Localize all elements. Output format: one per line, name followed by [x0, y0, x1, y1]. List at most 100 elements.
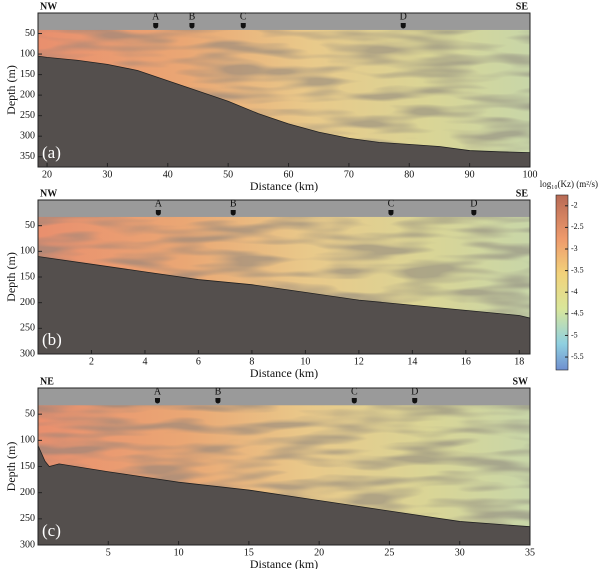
- station-marker: [351, 398, 357, 404]
- x-tick-label: 70: [344, 169, 354, 180]
- station-marker: [412, 398, 418, 404]
- station-marker: [215, 398, 221, 404]
- y-tick-label: 300: [20, 130, 35, 141]
- y-tick-label: 100: [20, 246, 35, 257]
- direction-left: NE: [40, 376, 54, 387]
- x-tick-label: 35: [525, 547, 535, 558]
- y-tick-label: 150: [20, 69, 35, 80]
- station-label: A: [152, 11, 160, 22]
- x-axis-label: Distance (km): [250, 366, 318, 380]
- x-tick-label: 40: [163, 169, 173, 180]
- y-tick-label: 200: [20, 297, 35, 308]
- x-tick-label: 18: [514, 356, 524, 367]
- y-tick-label: 200: [20, 487, 35, 498]
- seafloor-line: [38, 55, 530, 154]
- y-tick-label: 150: [20, 461, 35, 472]
- station-marker: [388, 210, 394, 216]
- x-axis-label: Distance (km): [250, 179, 318, 193]
- surface-band: [38, 388, 530, 406]
- station-marker: [240, 23, 246, 29]
- x-tick-label: 12: [354, 356, 364, 367]
- seafloor-line: [38, 256, 530, 319]
- colorbar: [555, 194, 569, 371]
- station-marker: [400, 23, 406, 29]
- colorbar-tick-label: -2.5: [571, 222, 584, 231]
- direction-left: NW: [40, 1, 57, 12]
- direction-left: NW: [40, 188, 57, 199]
- x-tick-label: 8: [249, 356, 254, 367]
- station-marker: [155, 210, 161, 216]
- x-tick-label: 80: [404, 169, 414, 180]
- y-tick-label: 300: [20, 539, 35, 550]
- x-tick-label: 20: [42, 169, 52, 180]
- section-panel: [38, 13, 530, 167]
- x-tick-label: 25: [384, 547, 394, 558]
- station-marker: [153, 23, 159, 29]
- x-tick-label: 90: [465, 169, 475, 180]
- station-marker: [471, 210, 477, 216]
- y-tick-label: 50: [25, 28, 35, 39]
- station-label: A: [155, 198, 163, 209]
- colorbar-tick-label: -5.5: [571, 352, 584, 361]
- station-label: A: [154, 386, 162, 397]
- x-tick-label: 10: [300, 356, 310, 367]
- y-tick-label: 150: [20, 271, 35, 282]
- station-label: B: [215, 386, 222, 397]
- y-tick-label: 250: [20, 110, 35, 121]
- x-tick-label: 6: [196, 356, 201, 367]
- station-marker: [154, 398, 160, 404]
- station-marker: [230, 210, 236, 216]
- x-tick-label: 16: [461, 356, 471, 367]
- frame: [37, 12, 531, 168]
- station-label: C: [351, 386, 358, 397]
- x-tick-label: 10: [174, 547, 184, 558]
- y-tick-label: 50: [25, 220, 35, 231]
- y-tick-label: 350: [20, 151, 35, 162]
- y-tick-label: 100: [20, 435, 35, 446]
- x-tick-label: 20: [314, 547, 324, 558]
- colorbar-tick-label: -2: [571, 201, 578, 210]
- y-tick-label: 250: [20, 323, 35, 334]
- x-tick-label: 14: [407, 356, 417, 367]
- station-label: C: [388, 198, 395, 209]
- direction-right: SE: [516, 1, 529, 12]
- station-label: D: [411, 386, 418, 397]
- section-panel: [38, 388, 530, 545]
- panel-label: (c): [42, 521, 61, 540]
- x-tick-label: 2: [89, 356, 94, 367]
- x-tick-label: 4: [142, 356, 147, 367]
- x-tick-label: 30: [455, 547, 465, 558]
- direction-right: SW: [512, 376, 528, 387]
- station-label: B: [189, 11, 196, 22]
- y-axis-label: Depth (m): [4, 252, 18, 302]
- x-tick-label: 5: [106, 547, 111, 558]
- seabed: [38, 256, 530, 354]
- y-tick-label: 200: [20, 89, 35, 100]
- x-tick-label: 60: [284, 169, 294, 180]
- x-tick-label: 30: [102, 169, 112, 180]
- panel-label: (b): [42, 330, 62, 349]
- station-label: C: [240, 11, 247, 22]
- panel-label: (a): [42, 143, 61, 162]
- x-tick-label: 15: [244, 547, 254, 558]
- colorbar-tick-label: -3: [571, 244, 578, 253]
- colorbar-tick-label: -3.5: [571, 265, 584, 274]
- y-axis-label: Depth (m): [4, 442, 18, 492]
- x-tick-label: 50: [223, 169, 233, 180]
- x-tick-label: 100: [523, 169, 538, 180]
- surface-band: [38, 13, 530, 30]
- y-tick-label: 50: [25, 408, 35, 419]
- station-marker: [189, 23, 195, 29]
- colorbar-label: log₁₀(Kz) (m²/s): [540, 179, 598, 189]
- y-tick-label: 300: [20, 348, 35, 359]
- station-label: B: [230, 198, 237, 209]
- y-tick-label: 100: [20, 48, 35, 59]
- seabed: [38, 56, 530, 167]
- colorbar-tick-label: -4: [571, 287, 578, 296]
- station-label: D: [400, 11, 407, 22]
- surface-band: [38, 200, 530, 217]
- seafloor-line: [38, 445, 530, 528]
- section-panel: [38, 200, 530, 354]
- y-tick-label: 250: [20, 513, 35, 524]
